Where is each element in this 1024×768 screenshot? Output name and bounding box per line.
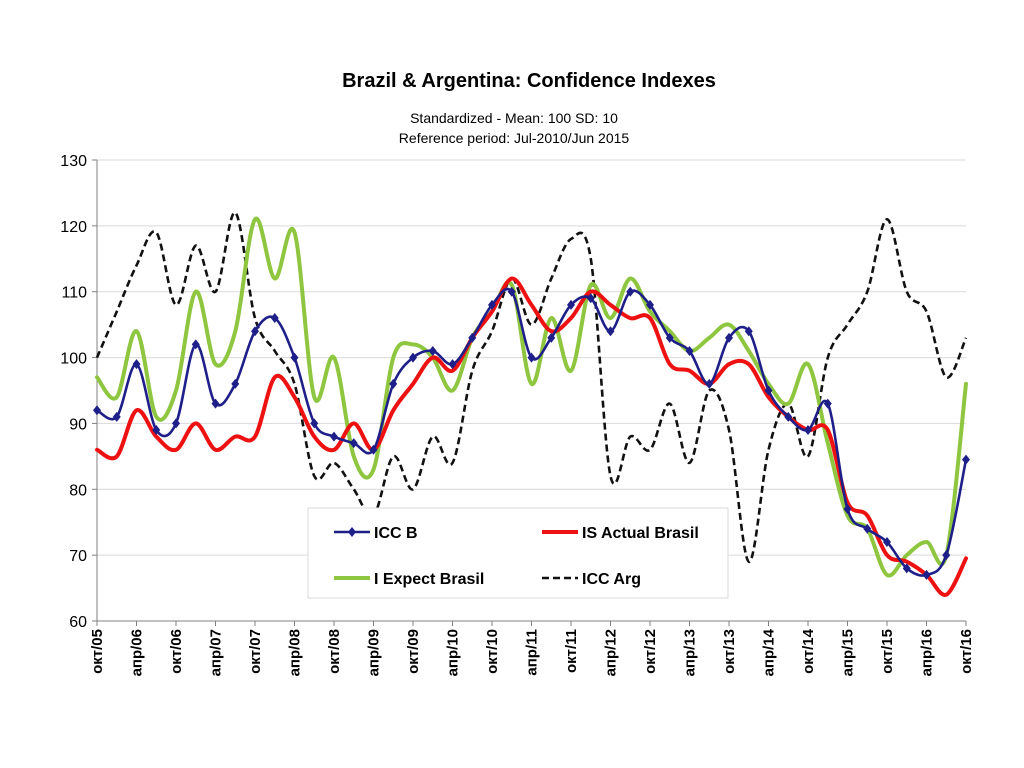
data-point-icc-b <box>567 299 575 310</box>
series-line-is-actual-brasil <box>95 276 968 597</box>
data-point-icc-b <box>962 454 970 465</box>
chart-title: Brazil & Argentina: Confidence Indexes <box>342 70 716 92</box>
data-point-icc-b <box>705 378 714 389</box>
data-point-icc-b <box>251 326 259 337</box>
data-point-icc-b <box>626 286 635 297</box>
x-tick-label: апр/07 <box>208 629 225 676</box>
legend-box <box>307 507 729 599</box>
data-point-icc-b <box>428 345 437 356</box>
legend-label-icc-b: ICC B <box>374 525 418 542</box>
data-point-icc-b <box>349 438 358 449</box>
data-point-icc-b <box>468 332 477 343</box>
data-point-icc-b <box>409 352 417 363</box>
data-point-icc-b <box>685 345 694 356</box>
y-tick-label: 90 <box>69 416 87 433</box>
x-tick-label: окт/08 <box>326 629 343 674</box>
data-point-icc-b <box>112 411 121 422</box>
x-tick-label: окт/10 <box>484 629 501 674</box>
series-line-icc-arg <box>95 211 968 564</box>
data-point-icc-b <box>902 563 911 574</box>
x-tick-label: окт/09 <box>405 629 422 674</box>
data-point-icc-b <box>527 352 536 363</box>
data-point-icc-b <box>804 425 812 436</box>
data-point-icc-b <box>922 569 931 580</box>
x-tick-label: окт/05 <box>89 629 106 674</box>
x-tick-label: апр/08 <box>287 629 304 676</box>
x-tick-label: апр/09 <box>366 629 383 676</box>
data-point-icc-b <box>764 385 773 396</box>
x-tick-label: апр/12 <box>603 629 620 676</box>
y-tick-label: 110 <box>61 285 87 302</box>
data-point-icc-b <box>744 326 753 337</box>
y-tick-label: 70 <box>69 548 87 565</box>
y-tick-label: 130 <box>60 153 87 170</box>
data-point-icc-b <box>448 359 457 370</box>
x-tick-label: окт/15 <box>879 629 896 674</box>
x-tick-label: апр/13 <box>682 629 699 676</box>
data-point-icc-b <box>863 523 872 534</box>
data-point-icc-b <box>172 418 180 429</box>
x-tick-label: апр/06 <box>129 629 146 676</box>
x-tick-label: апр/11 <box>524 629 541 676</box>
x-tick-label: окт/12 <box>642 629 659 674</box>
data-point-icc-b <box>606 326 615 337</box>
axes: 60 70 80 90 100 110 120 130 окт/05 апр/06 окт/06 ап… <box>60 153 975 676</box>
x-tick-label: апр/14 <box>761 628 778 676</box>
data-point-icc-b <box>290 352 299 363</box>
data-point-icc-b <box>369 444 378 455</box>
data-point-icc-b <box>646 299 654 310</box>
y-tick-label: 80 <box>69 482 87 499</box>
data-point-icc-b <box>93 405 101 416</box>
chart-subtitle-2: Reference period: Jul-2010/Jun 2015 <box>398 130 630 146</box>
data-point-icc-b <box>823 398 832 409</box>
data-point-icc-b <box>547 332 556 343</box>
legend-label-i-expect-brasil: I Expect Brasil <box>374 571 484 588</box>
data-point-icc-b <box>942 550 951 561</box>
x-tick-label: апр/15 <box>840 629 857 676</box>
legend-label-icc-arg: ICC Arg <box>582 571 641 588</box>
data-point-icc-b <box>191 339 200 350</box>
x-tick-label: окт/13 <box>721 629 738 674</box>
data-point-icc-b <box>270 313 279 324</box>
data-point-icc-b <box>843 504 852 515</box>
chart-subtitle-1: Standardized - Mean: 100 SD: 10 <box>410 110 618 126</box>
y-tick-label: 120 <box>60 219 87 236</box>
data-point-icc-b <box>665 332 674 343</box>
x-tick-label: апр/16 <box>919 629 936 676</box>
x-tick-label: окт/11 <box>563 629 580 673</box>
data-point-icc-b <box>389 378 398 389</box>
data-point-icc-b <box>488 299 496 310</box>
series-layer <box>93 211 970 597</box>
y-tick-label: 60 <box>69 614 87 631</box>
x-tick-label: окт/07 <box>247 629 264 674</box>
data-point-icc-b <box>310 418 319 429</box>
data-point-icc-b <box>152 425 161 436</box>
data-point-icc-b <box>883 536 891 547</box>
data-point-icc-b <box>586 293 595 304</box>
data-point-icc-b <box>784 411 793 422</box>
data-point-icc-b <box>231 378 240 389</box>
data-point-icc-b <box>507 286 516 297</box>
data-point-icc-b <box>132 359 141 370</box>
y-tick-label: 100 <box>60 351 87 368</box>
legend: ICC B IS Actual Brasil I Expect Brasil ICC … <box>307 507 729 599</box>
x-tick-label: окт/16 <box>958 629 975 674</box>
x-tick-label: апр/10 <box>445 629 462 676</box>
legend-label-is-actual-brasil: IS Actual Brasil <box>582 525 699 542</box>
legend-marker-icc-b <box>348 527 356 537</box>
data-point-icc-b <box>725 332 733 343</box>
x-tick-label: окт/06 <box>168 629 185 674</box>
data-point-icc-b <box>211 398 220 409</box>
data-point-icc-b <box>330 431 338 442</box>
x-tick-label: окт/14 <box>800 628 817 674</box>
